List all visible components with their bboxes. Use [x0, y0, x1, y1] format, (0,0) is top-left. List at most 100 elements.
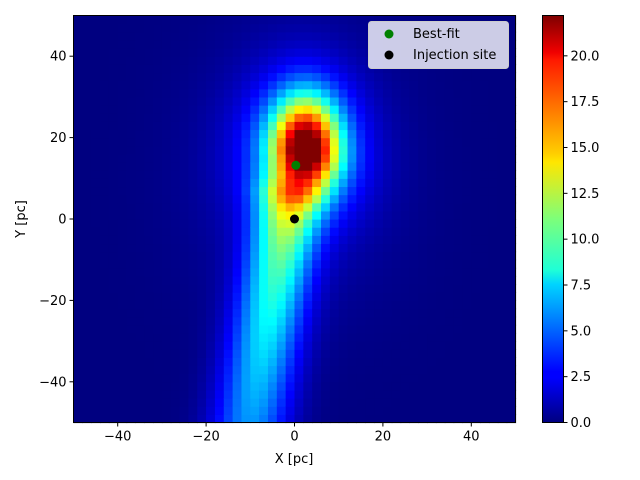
heatmap-cell: [488, 186, 499, 196]
heatmap-cell: [144, 235, 154, 245]
heatmap-cell: [356, 308, 366, 318]
heatmap-cell: [435, 162, 446, 171]
heatmap-cell: [338, 186, 349, 196]
heatmap-cell: [91, 194, 101, 204]
heatmap-cell: [179, 292, 190, 301]
heatmap-cell: [303, 324, 313, 334]
heatmap-cell: [170, 178, 181, 188]
heatmap-cell: [382, 153, 393, 163]
heatmap-cell: [276, 414, 287, 424]
heatmap-cell: [365, 202, 375, 212]
heatmap-cell: [391, 341, 402, 350]
heatmap-cell: [223, 284, 234, 293]
heatmap-cell: [188, 292, 198, 301]
heatmap-cell: [506, 80, 517, 90]
heatmap-cell: [100, 96, 110, 106]
heatmap-cell: [144, 23, 154, 33]
heatmap-cell: [409, 308, 419, 318]
heatmap-cell: [161, 406, 172, 415]
heatmap-cell: [294, 381, 304, 391]
heatmap-cell: [188, 365, 198, 375]
heatmap-cell: [241, 292, 251, 301]
heatmap-cell: [135, 373, 145, 383]
heatmap-cell: [82, 121, 92, 131]
heatmap-cell: [374, 219, 384, 228]
heatmap-cell: [73, 381, 83, 391]
colorbar-tick-label: 17.5: [571, 95, 600, 110]
heatmap-cell: [356, 275, 366, 285]
heatmap-cell: [453, 251, 464, 261]
heatmap-cell: [285, 373, 296, 383]
heatmap-cell: [91, 292, 101, 301]
heatmap-cell: [435, 178, 446, 188]
heatmap-cell: [435, 235, 446, 245]
heatmap-cell: [453, 365, 464, 375]
heatmap-cell: [179, 275, 190, 285]
heatmap-cell: [435, 373, 446, 383]
heatmap-cell: [135, 23, 145, 33]
heatmap-cell: [303, 341, 313, 350]
heatmap-cell: [453, 219, 464, 228]
heatmap-cell: [427, 284, 437, 293]
heatmap-cell: [276, 284, 287, 293]
heatmap-cell: [161, 251, 172, 261]
heatmap-cell: [250, 373, 260, 383]
heatmap-cell: [223, 227, 234, 236]
heatmap-cell: [241, 121, 251, 131]
heatmap-cell: [497, 227, 508, 236]
heatmap-cell: [285, 129, 296, 139]
heatmap-cell: [161, 365, 172, 375]
heatmap-cell: [214, 219, 225, 228]
heatmap-cell: [356, 105, 366, 114]
heatmap-cell: [82, 365, 92, 375]
heatmap-cell: [347, 186, 357, 196]
heatmap-cell: [153, 267, 163, 277]
heatmap-cell: [382, 202, 393, 212]
heatmap-cell: [321, 414, 331, 424]
heatmap-cell: [329, 153, 340, 163]
heatmap-cell: [197, 332, 207, 342]
heatmap-cell: [250, 406, 260, 415]
heatmap-cell: [82, 389, 92, 399]
heatmap-cell: [400, 284, 411, 293]
heatmap-cell: [223, 389, 234, 399]
heatmap-cell: [497, 137, 508, 147]
heatmap-cell: [347, 23, 357, 33]
heatmap-cell: [506, 235, 517, 245]
heatmap-cell: [418, 406, 428, 415]
heatmap-cell: [241, 398, 251, 407]
heatmap-cell: [435, 341, 446, 350]
heatmap-cell: [312, 121, 322, 131]
heatmap-cell: [82, 349, 92, 358]
heatmap-cell: [356, 56, 366, 65]
heatmap-cell: [214, 48, 225, 57]
heatmap-cell: [391, 162, 402, 171]
heatmap-cell: [312, 406, 322, 415]
heatmap-cell: [462, 113, 472, 122]
heatmap-cell: [294, 349, 304, 358]
heatmap-cell: [444, 357, 455, 367]
heatmap-cell: [480, 398, 490, 407]
heatmap-cell: [73, 96, 83, 106]
heatmap-cell: [488, 202, 499, 212]
heatmap-cell: [338, 96, 349, 106]
heatmap-cell: [117, 23, 128, 33]
heatmap-cell: [480, 235, 490, 245]
heatmap-cell: [497, 284, 508, 293]
heatmap-cell: [488, 324, 499, 334]
heatmap-cell: [312, 292, 322, 301]
heatmap-cell: [382, 332, 393, 342]
heatmap-cell: [497, 324, 508, 334]
heatmap-cell: [321, 202, 331, 212]
heatmap-cell: [365, 398, 375, 407]
heatmap-cell: [374, 137, 384, 147]
heatmap-cell: [232, 23, 243, 33]
heatmap-cell: [294, 406, 304, 415]
heatmap-cell: [338, 23, 349, 33]
heatmap-cell: [206, 202, 216, 212]
heatmap-cell: [391, 300, 402, 310]
heatmap-cell: [197, 389, 207, 399]
heatmap-cell: [312, 162, 322, 171]
heatmap-cell: [471, 365, 481, 375]
heatmap-cell: [321, 39, 331, 49]
